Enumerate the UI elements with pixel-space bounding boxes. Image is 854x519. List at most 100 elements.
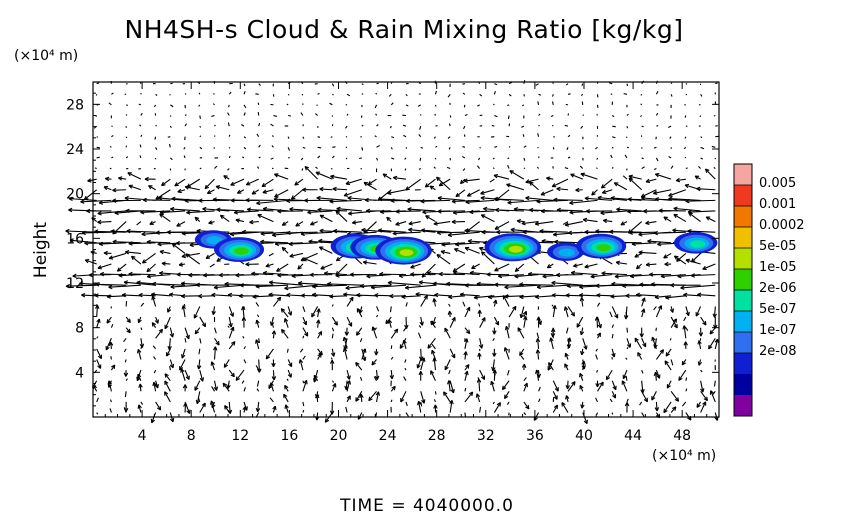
wind-vector [184,327,190,340]
wind-vector-head [613,182,618,187]
wind-vector [118,177,127,180]
wind-vector-head [398,275,404,279]
wind-vector-head [152,283,157,287]
wind-vector [595,397,598,403]
wind-vector [641,166,645,170]
wind-vector [640,115,643,118]
wind-vector [596,369,599,373]
wind-vector [220,214,230,223]
x-tick-label: 36 [526,428,544,444]
wind-vector [595,146,598,150]
wind-vector-head [641,333,644,338]
wind-vector-head [342,337,345,342]
wind-vector [319,246,333,254]
wind-vector-head [504,296,509,299]
wind-vector [228,316,232,328]
wind-vector [186,178,201,188]
wind-vector [705,168,716,180]
wind-vector [564,306,569,318]
wind-vector [444,327,451,339]
x-tick-label: 8 [187,428,196,444]
wind-vector [469,210,495,213]
wind-vector [564,221,583,226]
wind-vector-head [529,181,532,186]
wind-vector-head [504,286,509,290]
wind-vector [389,306,392,313]
wind-vector [519,283,554,286]
wind-vector-head [382,173,386,178]
wind-vector [375,113,378,116]
wind-vector [663,401,672,413]
wind-vector [582,338,587,350]
wind-vector-head [212,198,217,202]
wind-vector [448,380,451,392]
wind-vector-head [597,197,602,201]
wind-vector [395,210,421,213]
wind-vector [169,327,174,338]
wind-vector [329,199,362,203]
wind-vector-head [272,405,276,410]
wind-vector-head [151,296,154,301]
wind-vector [494,263,510,272]
wind-vector-head [277,274,282,278]
wind-vector-head [640,308,645,313]
colorbar-swatch [734,185,752,206]
wind-vector [147,274,171,278]
wind-vector [551,304,554,307]
wind-vector [538,156,540,159]
wind-vector [367,178,377,186]
wind-vector [691,253,701,263]
wind-vector-head [108,286,113,290]
wind-vector [622,369,628,379]
wind-vector [655,112,659,116]
wind-vector [390,356,394,360]
wind-vector [535,295,554,298]
wind-vector-head [657,243,662,247]
wind-vector [477,104,480,107]
wind-vector-head [260,241,265,245]
wind-vector-head [87,180,92,183]
wind-vector [313,369,319,383]
wind-vector [312,294,333,297]
wind-vector [462,301,466,307]
wind-vector-head [600,212,605,216]
wind-vector [109,399,112,403]
wind-vector-head [172,363,175,368]
wind-vector [685,306,690,316]
wind-vector [523,377,527,382]
wind-vector-head [466,306,470,311]
wind-vector [493,90,496,95]
wind-vector [684,115,687,118]
wind-vector [433,298,436,307]
wind-vector [451,199,480,203]
wind-vector-head [359,309,363,314]
wind-vector [361,124,364,127]
wind-vector-head [211,294,216,298]
wind-vector [622,175,628,180]
wind-vector-head [704,320,707,326]
wind-vector-head [136,281,141,285]
wind-vector [535,83,539,86]
wind-vector-head [304,166,307,171]
wind-vector [184,401,191,414]
wind-vector [676,178,686,182]
wind-vector-head [566,285,571,289]
wind-vector [258,359,261,373]
wind-vector [698,340,702,349]
wind-vector-head [238,295,243,299]
wind-vector [455,189,466,198]
wind-vector [494,146,498,148]
wind-vector-head [170,286,175,290]
x-tick-label: 48 [673,428,691,444]
wind-vector [317,308,320,318]
wind-vector [448,369,451,375]
wind-vector-head [535,349,539,354]
wind-vector-head [255,339,257,344]
wind-vector [573,263,583,267]
wind-vector [286,103,289,106]
wind-vector [551,294,569,297]
wind-vector-head [468,391,473,395]
wind-vector-head [675,180,681,183]
wind-vector [557,209,583,212]
wind-vector-head [142,199,147,203]
